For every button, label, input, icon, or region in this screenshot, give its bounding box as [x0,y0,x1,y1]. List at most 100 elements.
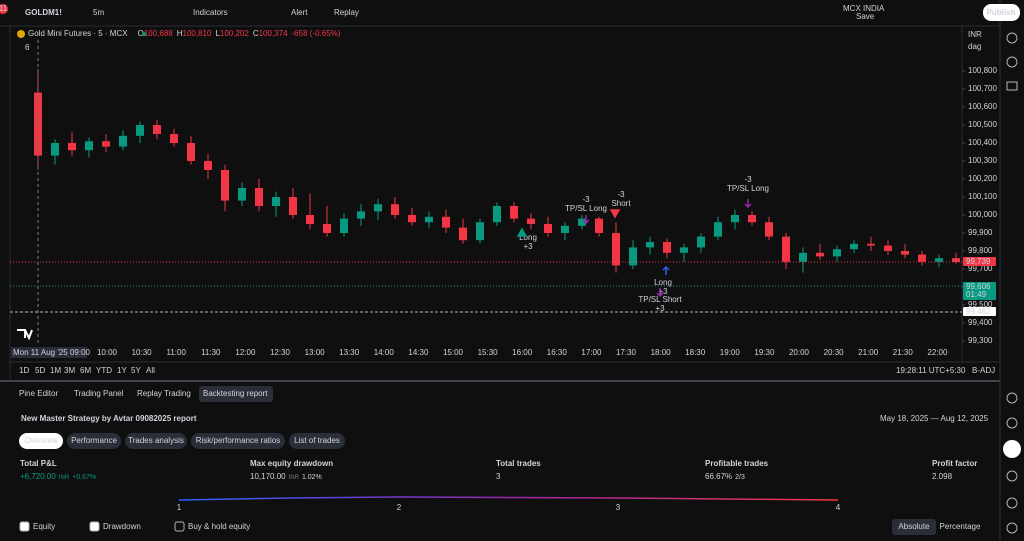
x-tick-label: 14:30 [408,348,429,357]
candle-body [595,218,603,233]
time-highlight [11,347,87,358]
tab-active[interactable] [199,386,273,402]
y-tick-label: 100,300 [968,156,997,165]
x-tick-label: 10:30 [132,348,153,357]
x-tick-label: 16:00 [512,348,533,357]
candle-body [527,218,535,224]
y-tick-label: 100,400 [968,138,997,147]
ohlc-key: L [215,29,220,38]
icon[interactable] [1006,32,1018,44]
candle-body [782,236,790,262]
range-button[interactable]: 1M [50,366,61,375]
range-button[interactable]: 3M [64,366,75,375]
range-button[interactable]: 5Y [131,366,141,375]
subtab[interactable] [19,433,63,449]
toggle-label[interactable]: Buy & hold equity [188,522,250,531]
publish-button[interactable] [983,4,1020,21]
x-tick-label: 19:30 [754,348,775,357]
price-tag [963,282,996,300]
candle-body [646,242,654,248]
icon[interactable] [1006,392,1018,404]
ohlc-value: 100,810 [183,29,212,38]
candle-body [51,143,59,156]
price-tag-sub: 01:49 [966,290,987,299]
toggle-label[interactable]: Drawdown [103,522,141,531]
x-tick-label: 11:00 [166,348,186,357]
candle-body [374,204,382,212]
date-range[interactable]: May 18, 2025 — Aug 12, 2025 [880,414,989,423]
y-tick-label: 99,500 [968,300,993,309]
candle-body [816,252,824,257]
subtab-label[interactable]: Trades analysis [128,436,184,445]
panel-tab[interactable]: Replay Trading [137,389,191,398]
x-tick-label: 18:30 [685,348,706,357]
candle-body [255,188,263,206]
symbol[interactable]: GOLDM1! [25,8,62,17]
icon[interactable] [1006,417,1018,429]
range-button[interactable]: 1D [19,366,29,375]
equity-axis-label: 4 [836,503,841,512]
range-button[interactable]: 1Y [117,366,127,375]
value: 10,170.00 [250,472,286,481]
equity-axis-label: 3 [616,503,621,512]
candle-body [119,135,127,147]
icon-active[interactable] [1003,440,1021,458]
mode[interactable]: Percentage [940,522,981,531]
annotation: Long [519,233,537,242]
replay[interactable]: Replay [334,8,359,17]
unit: INR [289,475,300,481]
subtab-label[interactable]: Performance [71,436,117,445]
icon[interactable] [1006,497,1018,509]
subtab-label[interactable]: List of trades [294,436,340,445]
interval[interactable]: 5m [93,8,104,17]
report-title[interactable]: New Master Strategy by Avtar 09082025 re… [21,414,197,423]
indicators[interactable]: Indicators [193,8,228,17]
candle-body [748,215,756,223]
panel-tab[interactable]: Backtesting report [203,389,268,398]
subtab[interactable] [125,433,187,449]
x-tick-label: 20:00 [789,348,810,357]
ohlc-value: 100,374 [259,29,288,38]
y-tick-label: 100,200 [968,174,997,183]
range-button[interactable]: 6M [80,366,91,375]
annotation: Long [654,278,672,287]
checkbox[interactable] [174,521,185,532]
x-tick-label: 22:00 [927,348,948,357]
signal-marker [744,199,752,209]
y-tick-label: 99,700 [968,264,993,273]
y-tick-label: 99,800 [968,246,993,255]
range-button[interactable]: YTD [96,366,112,375]
checkbox[interactable] [19,521,30,532]
mode-active[interactable] [892,519,936,535]
adjust[interactable]: B-ADJ [972,366,995,375]
icon[interactable] [1006,56,1018,68]
range-button[interactable]: All [146,366,155,375]
x-tick-label: 16:30 [547,348,568,357]
annotation: +3 [655,304,665,313]
subtab-label[interactable]: Overview [24,436,58,445]
subtab[interactable] [191,433,285,449]
price-tag-label: 99,462 [966,307,991,316]
panel-tab[interactable]: Pine Editor [19,389,58,398]
subtab[interactable] [67,433,121,449]
mode[interactable]: Absolute [898,522,930,531]
indicator-count: 6 [25,43,30,52]
icon[interactable] [1006,470,1018,482]
y-tick-label: 99,300 [968,336,993,345]
icon[interactable] [1006,81,1018,91]
icon[interactable] [1006,522,1018,534]
exchange[interactable]: MCX INDIA [843,4,885,13]
subtab-label[interactable]: Risk/performance ratios [196,436,280,445]
save[interactable]: Save [856,12,875,21]
subtab[interactable] [289,433,345,449]
checkbox[interactable] [89,521,100,532]
alert[interactable]: Alert [291,8,308,17]
ohlc-value: 100,202 [220,29,249,38]
logo [17,329,33,341]
publish[interactable]: Publish [987,8,1016,17]
x-tick-label: 12:30 [270,348,291,357]
metric-label: Total trades [496,459,541,468]
panel-tab[interactable]: Trading Panel [74,389,124,398]
toggle-label[interactable]: Equity [33,522,55,531]
range-button[interactable]: 5D [35,366,45,375]
